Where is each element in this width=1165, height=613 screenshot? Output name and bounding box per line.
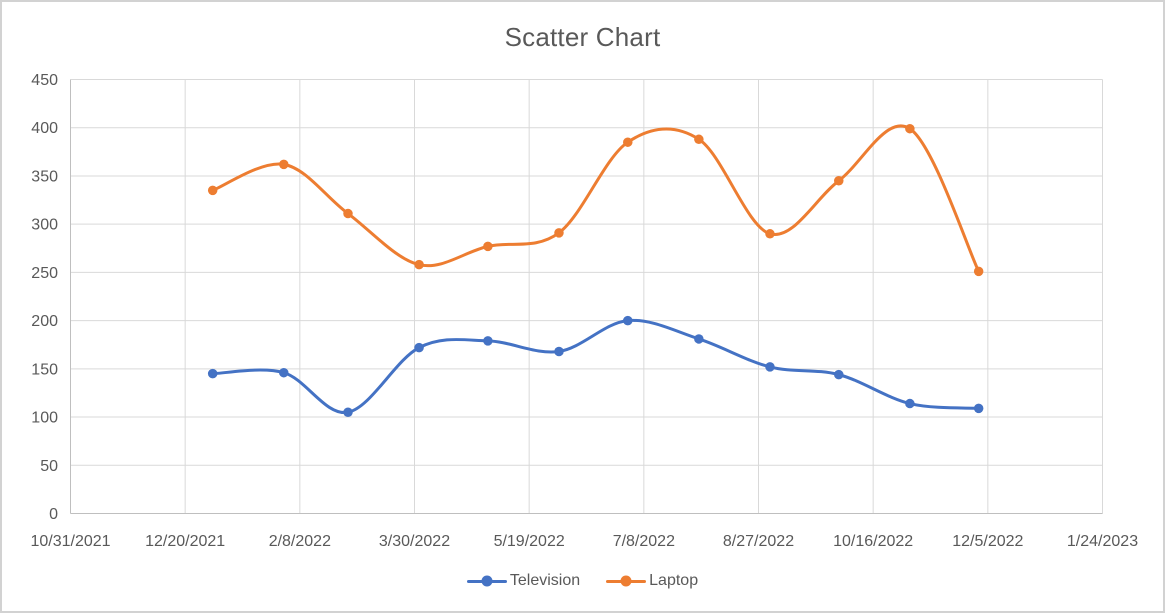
legend-item-television[interactable]: Television bbox=[466, 572, 581, 590]
x-tick-label: 10/31/2021 bbox=[30, 533, 110, 550]
x-tick-label: 8/27/2022 bbox=[723, 533, 794, 550]
laptop-legend-marker-icon bbox=[606, 575, 647, 587]
television-data-marker[interactable] bbox=[483, 336, 493, 346]
x-tick-label: 2/8/2022 bbox=[269, 533, 331, 550]
legend: Television Laptop bbox=[2, 572, 1163, 590]
y-tick-label: 100 bbox=[31, 410, 58, 427]
laptop-legend-label: Laptop bbox=[649, 572, 699, 589]
y-tick-label: 400 bbox=[31, 120, 58, 137]
y-tick-label: 200 bbox=[31, 313, 58, 330]
laptop-data-marker[interactable] bbox=[973, 266, 984, 277]
y-tick-label: 300 bbox=[31, 217, 58, 234]
television-data-marker[interactable] bbox=[279, 367, 289, 378]
television-data-marker[interactable] bbox=[343, 407, 353, 417]
laptop-data-marker[interactable] bbox=[279, 159, 289, 170]
television-data-marker[interactable] bbox=[694, 334, 704, 344]
x-tick-label: 5/19/2022 bbox=[494, 533, 565, 550]
legend-item-laptop[interactable]: Laptop bbox=[606, 572, 698, 590]
x-tick-label: 7/8/2022 bbox=[613, 533, 675, 550]
x-tick-label: 10/16/2022 bbox=[833, 533, 913, 550]
laptop-data-marker[interactable] bbox=[765, 229, 775, 239]
y-tick-label: 350 bbox=[31, 168, 58, 185]
laptop-data-marker[interactable] bbox=[905, 123, 915, 134]
television-data-marker[interactable] bbox=[973, 403, 984, 414]
y-tick-label: 0 bbox=[49, 506, 58, 523]
y-tick-label: 50 bbox=[40, 458, 58, 475]
x-tick-label: 1/24/2023 bbox=[1067, 533, 1138, 550]
laptop-data-marker[interactable] bbox=[834, 176, 844, 186]
television-series-line[interactable] bbox=[211, 318, 981, 414]
laptop-data-marker[interactable] bbox=[554, 228, 564, 238]
x-tick-label: 12/5/2022 bbox=[952, 533, 1023, 550]
television-data-marker[interactable] bbox=[905, 398, 915, 409]
laptop-data-marker[interactable] bbox=[483, 241, 493, 252]
laptop-series-line[interactable] bbox=[211, 124, 981, 273]
television-legend-marker-icon bbox=[466, 575, 507, 587]
television-data-marker[interactable] bbox=[623, 315, 633, 326]
television-data-marker[interactable] bbox=[554, 346, 564, 357]
y-tick-label: 150 bbox=[31, 361, 58, 378]
laptop-data-marker[interactable] bbox=[414, 259, 424, 270]
chart-title: Scatter Chart bbox=[504, 22, 661, 52]
laptop-data-marker[interactable] bbox=[343, 208, 353, 219]
television-data-marker[interactable] bbox=[207, 368, 218, 379]
laptop-data-marker[interactable] bbox=[623, 137, 633, 147]
television-data-marker[interactable] bbox=[414, 342, 424, 353]
x-tick-label: 12/20/2021 bbox=[145, 533, 225, 550]
television-data-marker[interactable] bbox=[765, 362, 775, 372]
y-tick-label: 450 bbox=[31, 72, 58, 89]
television-legend-label: Television bbox=[509, 572, 581, 589]
television-data-marker[interactable] bbox=[834, 369, 844, 380]
x-tick-label: 3/30/2022 bbox=[379, 533, 450, 550]
laptop-data-marker[interactable] bbox=[207, 185, 218, 196]
y-tick-label: 250 bbox=[31, 265, 58, 282]
laptop-data-marker[interactable] bbox=[694, 134, 704, 145]
